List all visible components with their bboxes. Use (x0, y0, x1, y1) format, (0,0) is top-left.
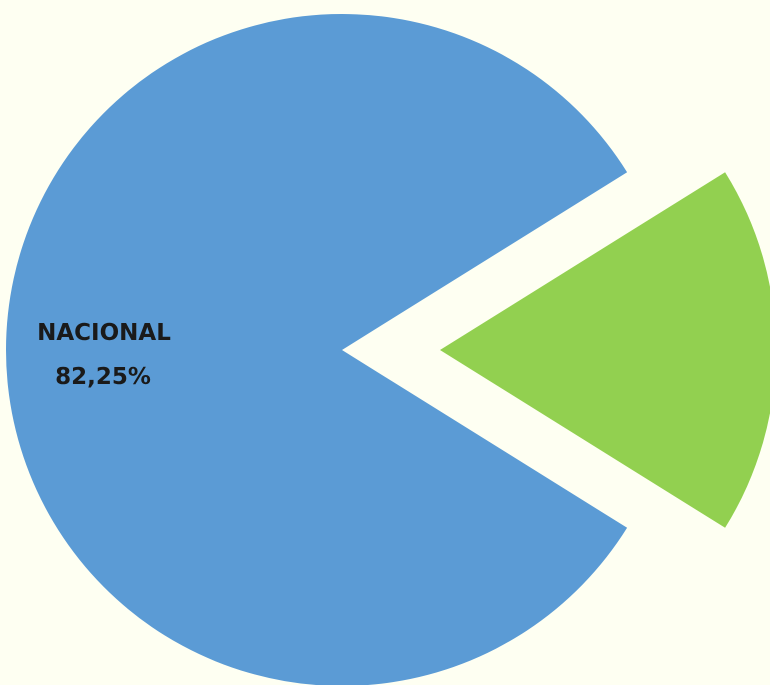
slice-label-nacional-value: 82,25% (55, 364, 151, 390)
slice-label-nacional-name: NACIONAL (37, 320, 171, 346)
pie-slice-slice-2 (440, 172, 770, 528)
pie-slices (5, 14, 770, 685)
pie-labels: NACIONAL 82,25% (37, 320, 171, 390)
pie-slice-nacional (5, 14, 628, 685)
